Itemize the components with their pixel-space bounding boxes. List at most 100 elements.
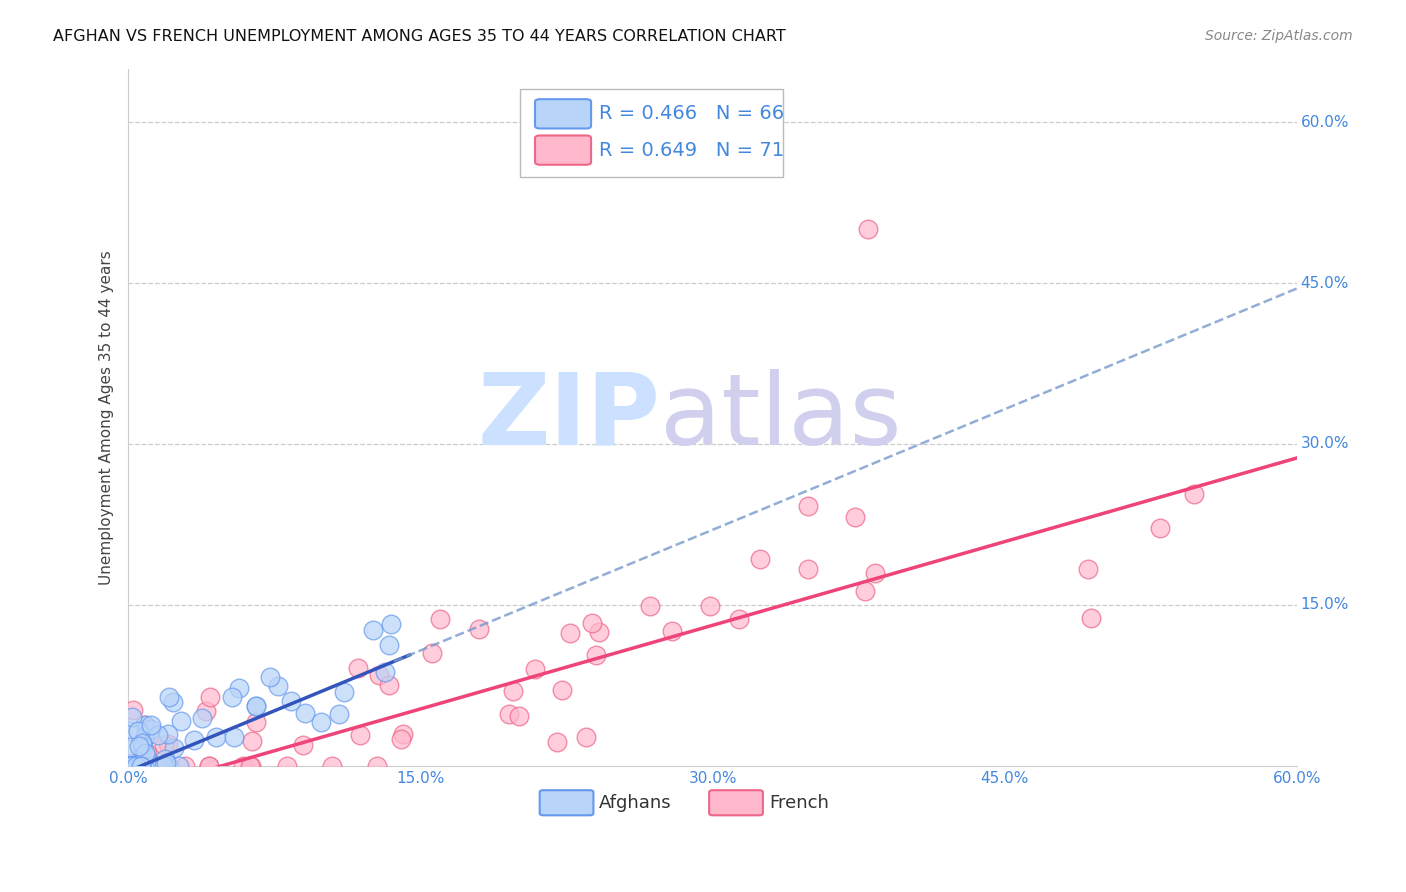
Point xyxy=(138,759,160,773)
Point xyxy=(380,617,402,632)
Point xyxy=(135,759,157,773)
Point xyxy=(167,759,190,773)
Point xyxy=(120,739,142,754)
Point xyxy=(131,759,153,773)
Point xyxy=(134,759,156,773)
Point xyxy=(127,759,149,773)
Point xyxy=(276,759,298,773)
Point xyxy=(858,222,880,236)
Point xyxy=(139,722,162,736)
Point xyxy=(347,661,370,675)
Point xyxy=(378,678,401,692)
Point xyxy=(134,729,156,743)
Point xyxy=(374,665,396,679)
Text: 15.0%: 15.0% xyxy=(1301,598,1348,613)
Text: ZIP: ZIP xyxy=(477,368,659,466)
Point xyxy=(194,704,217,718)
Point xyxy=(205,730,228,744)
Point xyxy=(245,698,267,713)
Point xyxy=(585,648,607,663)
Point xyxy=(122,759,145,773)
Point xyxy=(157,759,180,773)
Point xyxy=(638,599,661,614)
FancyBboxPatch shape xyxy=(709,790,763,815)
Point xyxy=(131,759,153,773)
Point xyxy=(125,756,148,770)
Point xyxy=(328,706,350,721)
Point xyxy=(699,599,721,614)
Point xyxy=(266,679,288,693)
Point xyxy=(136,746,159,760)
Point xyxy=(661,624,683,638)
Point xyxy=(128,759,150,773)
Text: atlas: atlas xyxy=(659,368,901,466)
Point xyxy=(120,759,142,773)
Point xyxy=(551,682,574,697)
Text: AFGHAN VS FRENCH UNEMPLOYMENT AMONG AGES 35 TO 44 YEARS CORRELATION CHART: AFGHAN VS FRENCH UNEMPLOYMENT AMONG AGES… xyxy=(53,29,786,44)
Point xyxy=(392,727,415,741)
Point xyxy=(558,625,581,640)
Point xyxy=(170,714,193,728)
Point xyxy=(749,552,772,566)
Point xyxy=(128,759,150,773)
Point xyxy=(121,710,143,724)
Point xyxy=(128,759,150,773)
Point xyxy=(122,702,145,716)
Point xyxy=(321,759,343,773)
Point xyxy=(853,584,876,599)
FancyBboxPatch shape xyxy=(536,136,591,165)
Point xyxy=(148,728,170,742)
Point xyxy=(1080,611,1102,625)
Text: R = 0.649   N = 71: R = 0.649 N = 71 xyxy=(599,141,785,160)
Point xyxy=(240,734,263,748)
Point xyxy=(523,661,546,675)
Point xyxy=(728,612,751,626)
Point xyxy=(420,646,443,660)
Point xyxy=(796,499,818,513)
Point xyxy=(498,707,520,722)
Point xyxy=(239,759,262,773)
Point xyxy=(429,612,451,626)
Point xyxy=(200,690,222,705)
Point xyxy=(865,566,887,580)
Y-axis label: Unemployment Among Ages 35 to 44 years: Unemployment Among Ages 35 to 44 years xyxy=(100,250,114,584)
Point xyxy=(128,739,150,754)
Point xyxy=(129,759,152,773)
Point xyxy=(136,759,159,773)
Point xyxy=(135,759,157,773)
Point xyxy=(120,759,142,773)
Point xyxy=(153,759,176,773)
Point xyxy=(141,718,163,732)
Point xyxy=(142,759,165,773)
Point xyxy=(157,690,180,704)
Point xyxy=(309,715,332,730)
Text: R = 0.466   N = 66: R = 0.466 N = 66 xyxy=(599,104,785,123)
Point xyxy=(148,759,170,773)
Point xyxy=(155,756,177,770)
Point xyxy=(546,735,568,749)
Point xyxy=(131,736,153,750)
Point xyxy=(183,732,205,747)
Point xyxy=(135,759,157,773)
Text: Source: ZipAtlas.com: Source: ZipAtlas.com xyxy=(1205,29,1353,43)
FancyBboxPatch shape xyxy=(536,99,591,128)
Point xyxy=(141,759,163,773)
Point xyxy=(135,759,157,773)
Point xyxy=(292,738,315,752)
Point xyxy=(280,694,302,708)
Point xyxy=(127,759,149,773)
Text: French: French xyxy=(769,794,828,812)
Point xyxy=(844,509,866,524)
Point xyxy=(143,759,166,773)
Point xyxy=(245,714,267,729)
Text: 60.0%: 60.0% xyxy=(1301,115,1350,129)
Point xyxy=(121,756,143,770)
Point xyxy=(228,681,250,696)
Point xyxy=(366,759,388,773)
Point xyxy=(129,755,152,769)
Point xyxy=(120,759,142,773)
Point xyxy=(134,730,156,744)
Point xyxy=(162,741,184,756)
Point xyxy=(232,759,254,773)
Point xyxy=(367,668,389,682)
